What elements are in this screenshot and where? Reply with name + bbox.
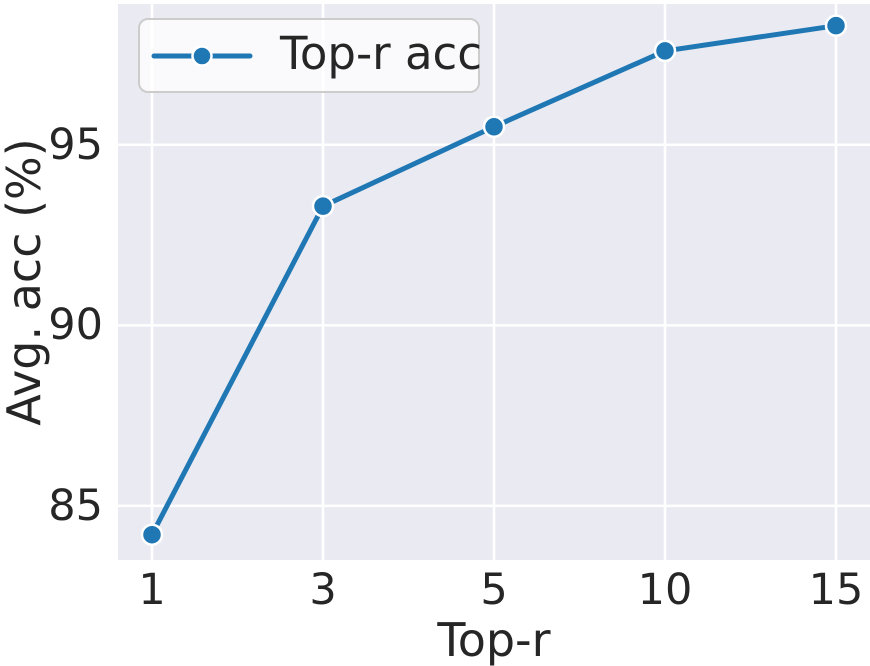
x-tick-label: 3	[309, 565, 337, 615]
x-tick-label: 1	[138, 565, 166, 615]
data-point-marker	[140, 523, 164, 546]
data-point-marker	[824, 14, 848, 37]
chart-canvas	[118, 4, 870, 560]
legend: Top-r acc	[138, 18, 483, 93]
x-tick-label: 15	[808, 565, 864, 615]
y-tick-label: 85	[48, 480, 103, 531]
plot-area: Top-r acc	[118, 4, 870, 560]
y-tick-label: 90	[48, 300, 103, 351]
x-axis-label: Top-r	[437, 613, 551, 666]
y-axis-label: Avg. acc (%)	[0, 138, 51, 426]
data-point-marker	[482, 115, 506, 139]
data-point-marker	[311, 194, 335, 218]
legend-line-marker-icon	[151, 44, 253, 67]
y-tick-label: 95	[48, 119, 103, 170]
x-tick-label: 10	[637, 565, 693, 615]
data-point-marker	[653, 39, 677, 63]
x-tick-label: 5	[480, 565, 508, 615]
legend-label: Top-r acc	[280, 27, 483, 80]
